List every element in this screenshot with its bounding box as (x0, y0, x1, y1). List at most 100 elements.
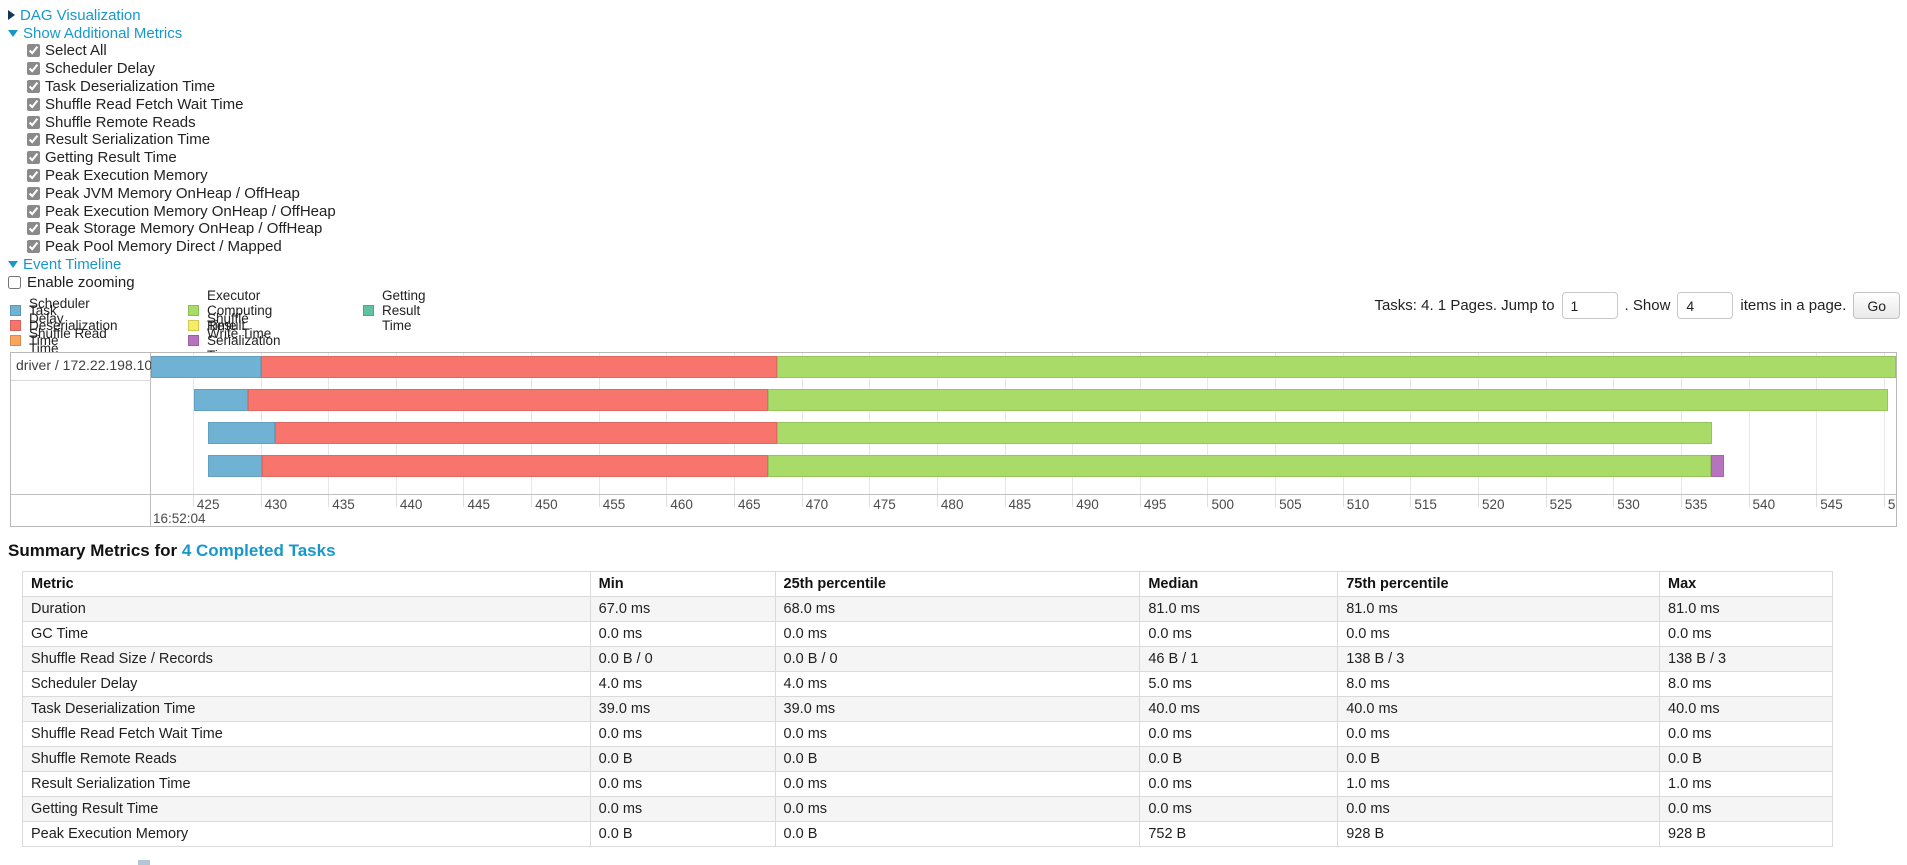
metric-checkbox[interactable] (27, 44, 40, 58)
table-cell: 0.0 B (774, 746, 1141, 772)
metric-checkbox[interactable] (27, 204, 40, 218)
pagination-middle: . Show (1624, 297, 1671, 314)
jump-to-page-input[interactable] (1561, 292, 1618, 319)
task-bar-segment-executor-computing[interactable] (767, 455, 1711, 477)
metric-checkbox[interactable] (27, 79, 40, 93)
items-per-page-input[interactable] (1677, 292, 1734, 319)
metric-checkbox-label: Result Serialization Time (45, 131, 211, 149)
axis-tick-label: 485 (1008, 497, 1032, 512)
gridline (1816, 353, 1818, 494)
show-additional-metrics-label[interactable]: Show Additional Metrics (23, 24, 183, 42)
task-bar-segment-task-deserialization[interactable] (261, 455, 768, 477)
timeline-axis: 16:52:04 425 430 435 440 445 450 455 460 465 470 4… (151, 494, 1896, 526)
table-cell: 0.0 B (774, 821, 1141, 847)
table-cell: 0.0 B / 0 (774, 646, 1141, 672)
task-bar-segment-result-serialization[interactable] (1710, 455, 1725, 477)
table-cell: 0.0 ms (1139, 796, 1339, 822)
legend-item-result-serialization: Result Serialization Time (188, 318, 281, 363)
metric-checkbox-label: Shuffle Read Fetch Wait Time (45, 95, 244, 113)
table-cell: Task Deserialization Time (22, 696, 591, 722)
axis-tick-label: 520 (1482, 497, 1505, 512)
table-cell: 0.0 ms (1337, 796, 1661, 822)
dag-visualization-toggle[interactable]: DAG Visualization (8, 6, 336, 24)
metric-checkbox[interactable] (27, 115, 40, 129)
metric-checkbox[interactable] (27, 168, 40, 182)
summary-metrics-table: Metric Min 25th percentile Median 75th perce… (22, 571, 1833, 847)
task-bar-segment-scheduler-delay[interactable] (207, 455, 262, 477)
summary-title-text: Summary Metrics for (8, 541, 182, 560)
axis-tick (1545, 495, 1547, 507)
metric-checkbox[interactable] (27, 97, 40, 111)
table-row: GC Time 0.0 ms 0.0 ms 0.0 ms 0.0 ms 0.0 ms (22, 621, 1833, 647)
column-header: Max (1659, 571, 1833, 597)
metric-checkbox[interactable] (27, 186, 40, 200)
column-header: 75th percentile (1337, 571, 1661, 597)
metric-checkbox-row: Shuffle Read Fetch Wait Time (8, 95, 336, 113)
table-cell: 5.0 ms (1139, 671, 1339, 697)
metric-checkbox-row: Peak Execution Memory (8, 167, 336, 185)
table-row: Shuffle Remote Reads 0.0 B 0.0 B 0.0 B 0.0 B… (22, 746, 1833, 772)
table-cell: 8.0 ms (1659, 671, 1833, 697)
metric-checkbox[interactable] (27, 240, 40, 254)
table-cell: 8.0 ms (1337, 671, 1661, 697)
table-cell: 39.0 ms (774, 696, 1141, 722)
task-bar-segment-executor-computing[interactable] (777, 422, 1713, 444)
axis-tick (869, 495, 871, 507)
metric-checkbox-row: Task Deserialization Time (8, 78, 336, 96)
task-bar-segment-scheduler-delay[interactable] (151, 356, 261, 378)
task-bar-segment-task-deserialization[interactable] (260, 356, 778, 378)
completed-tasks-link[interactable]: 4 Completed Tasks (181, 541, 336, 560)
metric-checkbox[interactable] (27, 62, 40, 76)
metric-checkbox-label: Getting Result Time (45, 149, 177, 167)
table-cell: 81.0 ms (1659, 596, 1833, 622)
table-cell: 0.0 ms (1139, 621, 1339, 647)
event-timeline-toggle[interactable]: Event Timeline (8, 256, 336, 274)
table-cell: 0.0 ms (1337, 621, 1661, 647)
axis-tick (1072, 495, 1074, 507)
axis-tick (531, 495, 533, 507)
metric-checkbox-label: Peak Execution Memory OnHeap / OffHeap (45, 202, 336, 220)
legend-label: Shuffle Write Time (207, 310, 272, 341)
table-cell: 0.0 B / 0 (589, 646, 776, 672)
axis-tick-label: 500 (1211, 497, 1234, 512)
axis-tick (1342, 495, 1344, 507)
table-cell: Scheduler Delay (22, 671, 591, 697)
metric-checkbox[interactable] (27, 133, 40, 147)
axis-tick-label: 425 (196, 497, 220, 512)
show-additional-metrics-toggle[interactable]: Show Additional Metrics (8, 24, 336, 42)
table-row: Scheduler Delay 4.0 ms 4.0 ms 5.0 ms 8.0 ms 8… (22, 671, 1833, 697)
table-cell: 39.0 ms (589, 696, 776, 722)
metric-checkbox-label: Shuffle Remote Reads (45, 113, 196, 131)
table-cell: 81.0 ms (1337, 596, 1661, 622)
table-cell: 0.0 ms (1659, 796, 1833, 822)
table-cell: 0.0 ms (1659, 721, 1833, 747)
metric-checkbox[interactable] (27, 222, 40, 236)
table-cell: 68.0 ms (774, 596, 1141, 622)
pagination-suffix: items in a page. (1740, 297, 1847, 314)
task-bar-segment-scheduler-delay[interactable] (207, 422, 276, 444)
legend-label: Scheduler Delay (29, 295, 90, 326)
table-cell: 0.0 B (589, 746, 776, 772)
metric-checkbox-label: Peak Storage Memory OnHeap / OffHeap (45, 220, 323, 238)
task-bar-segment-executor-computing[interactable] (767, 389, 1888, 411)
task-bar-segment-task-deserialization[interactable] (248, 389, 768, 411)
enable-zooming-checkbox[interactable] (8, 276, 21, 290)
metric-checkbox-row: Peak Execution Memory OnHeap / OffHeap (8, 202, 336, 220)
table-cell: 40.0 ms (1659, 696, 1833, 722)
event-timeline-label[interactable]: Event Timeline (23, 256, 122, 274)
task-bar-segment-scheduler-delay[interactable] (194, 389, 249, 411)
gridline (1748, 353, 1750, 494)
axis-tick-label: 450 (535, 497, 558, 512)
table-row: Duration 67.0 ms 68.0 ms 81.0 ms 81.0 ms 81.0… (22, 596, 1833, 622)
dag-visualization-label[interactable]: DAG Visualization (20, 6, 141, 24)
table-cell: 0.0 ms (589, 771, 776, 797)
go-button[interactable]: Go (1853, 292, 1900, 319)
axis-tick-label: 470 (805, 497, 829, 512)
task-bar-segment-executor-computing[interactable] (777, 356, 1896, 378)
table-cell: 1.0 ms (1659, 771, 1833, 797)
axis-tick (1004, 495, 1006, 507)
table-cell: 0.0 B (1337, 746, 1661, 772)
axis-tick (463, 495, 465, 507)
task-bar-segment-task-deserialization[interactable] (275, 422, 778, 444)
metric-checkbox[interactable] (27, 151, 40, 165)
